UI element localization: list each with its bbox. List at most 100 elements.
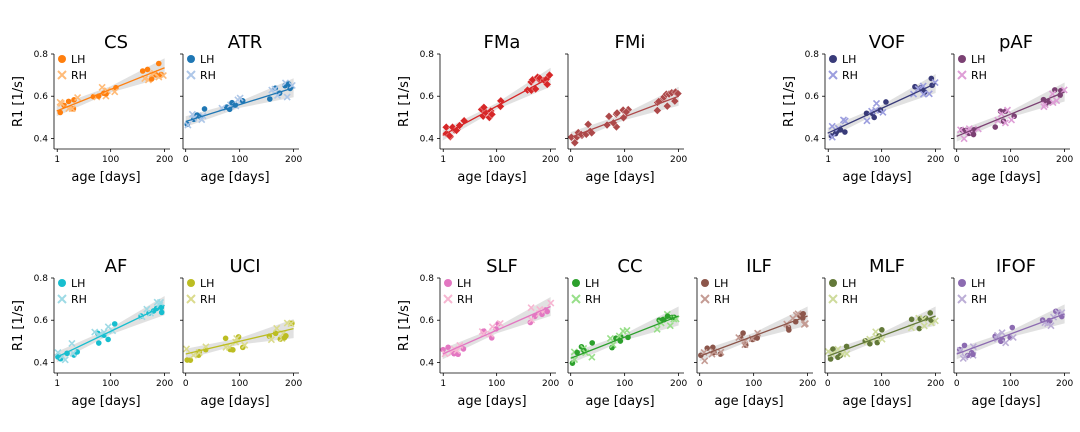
y-tick-label: 0.8 (34, 274, 49, 284)
confidence-band (827, 74, 936, 139)
panel-title: CC (617, 256, 642, 277)
data-point-rh (459, 116, 469, 126)
data-point-lh (830, 346, 836, 352)
confidence-band (570, 306, 679, 364)
legend-marker-rh (700, 294, 710, 304)
data-point-rh (735, 333, 743, 342)
data-point-rh (111, 88, 119, 96)
y-axis-label: R1 [1/s] (11, 76, 26, 127)
panel-title: FMa (484, 32, 521, 53)
data-point-rh (98, 83, 106, 91)
data-point-rh (1049, 99, 1057, 107)
panel-title: VOF (869, 32, 906, 53)
legend: LH RH (57, 277, 87, 306)
legend-label-rh: RH (71, 69, 87, 82)
legend-marker-rh (186, 70, 196, 80)
legend-label-rh: RH (971, 69, 987, 82)
panel-title: ATR (228, 32, 262, 53)
x-tick-label: 200 (1056, 379, 1073, 389)
data-point-lh (71, 97, 77, 103)
data-point-rh (61, 356, 69, 364)
x-axis-label: age [days] (457, 170, 526, 185)
legend-marker-rh (57, 294, 67, 304)
x-tick-label: 100 (102, 379, 119, 389)
x-tick-label: 100 (102, 155, 119, 165)
x-tick-label: 100 (616, 379, 633, 389)
legend: LH RH (186, 277, 216, 306)
legend-label-rh: RH (842, 69, 858, 82)
data-point-rh (1002, 339, 1010, 347)
legend: LH RH (57, 53, 87, 82)
data-point-rh (741, 341, 749, 349)
legend-label-rh: RH (971, 293, 987, 306)
data-point-lh (964, 352, 971, 359)
data-point-rh (1009, 333, 1017, 341)
x-tick-label: 100 (231, 155, 248, 165)
x-tick-label: 0 (954, 379, 960, 389)
legend-marker-rh (571, 294, 581, 304)
data-point-rh (236, 94, 244, 102)
data-point-rh (801, 320, 809, 328)
panel-fmi: FMi 0 100 200 age [days] (565, 32, 687, 185)
panel-cc: CC 0 100 200 age [days] LH RH (565, 256, 687, 409)
panel-title: IFOF (996, 256, 1036, 277)
legend-marker-rh (443, 294, 453, 304)
data-point-lh (664, 313, 671, 319)
panel-title: SLF (486, 256, 518, 277)
x-axis-label: age [days] (200, 394, 269, 409)
data-point-lh (569, 360, 576, 366)
x-tick-label: 200 (542, 155, 559, 165)
confidence-band (442, 67, 551, 141)
x-tick-label: 200 (927, 379, 944, 389)
legend-label-rh: RH (585, 293, 601, 306)
data-point-rh (920, 322, 928, 330)
legend-label-lh: LH (971, 53, 985, 66)
data-point-lh (927, 310, 934, 316)
x-tick-label: 100 (1002, 155, 1019, 165)
x-tick-label: 1 (54, 155, 60, 165)
data-point-rh (701, 357, 709, 365)
x-tick-label: 0 (568, 379, 574, 389)
legend: LH RH (443, 277, 473, 306)
regression-line (827, 315, 936, 357)
data-point-rh (653, 325, 661, 333)
regression-line (56, 67, 165, 112)
x-tick-label: 100 (873, 379, 890, 389)
data-point-lh (843, 343, 850, 350)
panel-title: CS (104, 32, 128, 53)
legend-marker-lh (958, 279, 966, 287)
legend-marker-lh (572, 279, 580, 287)
legend: LH RH (828, 53, 858, 82)
data-point-lh (95, 340, 102, 346)
data-point-lh (139, 68, 146, 74)
y-tick-label: 0.4 (34, 358, 49, 368)
data-point-rh (828, 133, 836, 141)
regression-line (570, 315, 679, 359)
x-tick-label: 1 (54, 379, 60, 389)
data-point-rh (1003, 106, 1012, 114)
data-point-lh (1009, 324, 1016, 331)
legend-marker-rh (57, 70, 67, 80)
legend-marker-lh (58, 55, 66, 63)
data-point-rh (1007, 116, 1016, 124)
legend-label-rh: RH (714, 293, 730, 306)
data-point-lh (961, 342, 968, 349)
x-tick-label: 100 (616, 155, 633, 165)
y-tick-label: 0.4 (805, 134, 820, 144)
legend-marker-rh (828, 294, 838, 304)
panel-title: UCI (229, 256, 260, 277)
data-point-rh (182, 345, 191, 353)
panel-ifof: IFOF 0 100 200 age [days] LH RH (951, 256, 1073, 409)
x-axis-label: age [days] (585, 394, 654, 409)
data-point-rh (547, 299, 555, 307)
data-point-lh (992, 124, 999, 130)
data-point-rh (604, 112, 614, 121)
data-point-rh (527, 304, 535, 312)
data-point-lh (867, 340, 873, 347)
legend-label-rh: RH (200, 293, 216, 306)
x-tick-label: 200 (285, 379, 302, 389)
data-point-lh (283, 333, 289, 339)
data-point-rh (960, 135, 968, 143)
legend-label-lh: LH (71, 53, 85, 66)
y-axis-label: R1 [1/s] (11, 300, 26, 351)
